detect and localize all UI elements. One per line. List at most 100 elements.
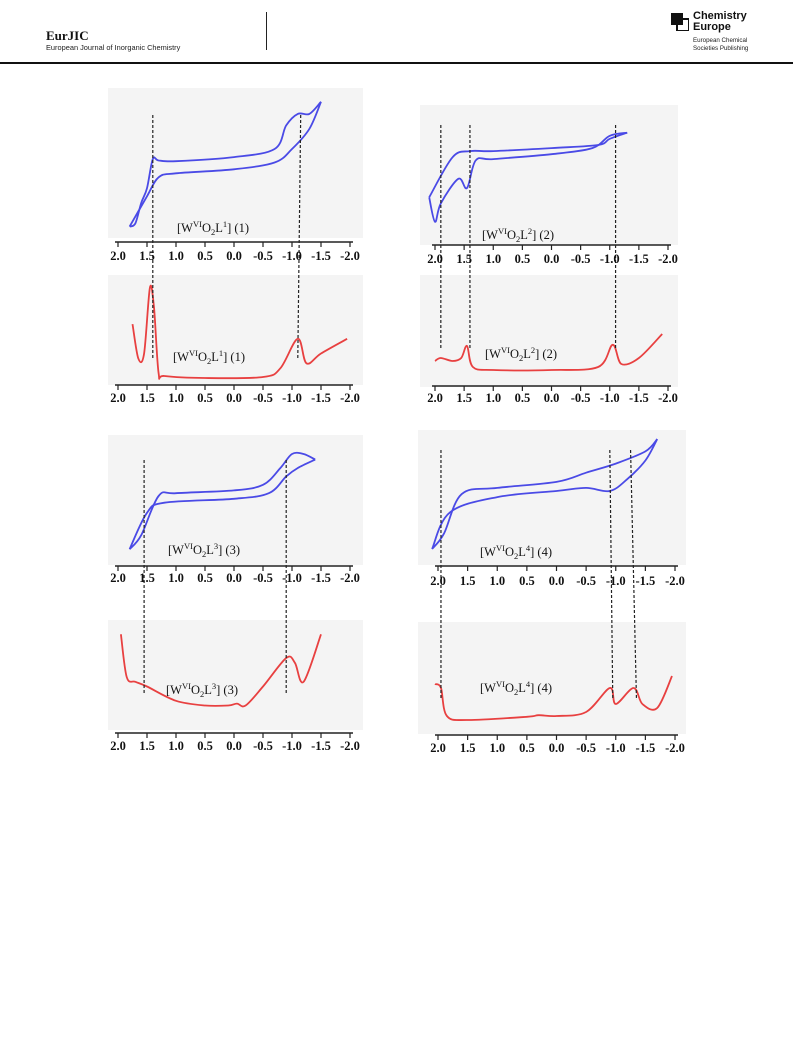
- dpv-tick-label: 2.0: [110, 391, 126, 405]
- dpv-tick-label: 1.0: [489, 741, 505, 755]
- dpv-tick-label: 2.0: [430, 741, 446, 755]
- cv-tick-label: -1.5: [635, 574, 655, 588]
- label-part: O: [193, 543, 202, 557]
- cv-tick-label: 0.0: [544, 252, 560, 266]
- label-part: [W: [177, 221, 193, 235]
- peak-guide-line: [629, 449, 638, 701]
- label-part: L: [215, 221, 223, 235]
- label-part: [W: [480, 681, 496, 695]
- journal-full-name: European Journal of Inorganic Chemistry: [46, 43, 181, 52]
- dpv-tick-label: 0.0: [549, 741, 565, 755]
- cv-tick-label: -0.5: [253, 571, 273, 585]
- dpv-tick-label: -1.5: [311, 739, 331, 753]
- cv-tick-label: -1.5: [311, 571, 331, 585]
- cv-tick-label: 1.5: [456, 252, 472, 266]
- page-header: EurJIC European Journal of Inorganic Che…: [0, 0, 793, 64]
- cv-trace-reverse: [128, 101, 322, 228]
- label-part: ] (4): [530, 681, 552, 695]
- label-part: O: [191, 683, 200, 697]
- cv-tick-label: -1.5: [629, 252, 649, 266]
- label-part: 2: [516, 234, 520, 244]
- cv-tick-label: 0.0: [226, 249, 242, 263]
- label-part: ] (3): [218, 543, 240, 557]
- cv-tick-label: 0.5: [197, 249, 213, 263]
- dpv-trace: [434, 675, 673, 721]
- label-part: [W: [485, 347, 501, 361]
- cv-tick-label: 0.0: [549, 574, 565, 588]
- cv-tick-label: 2.0: [430, 574, 446, 588]
- cv-tick-label: 1.0: [168, 571, 184, 585]
- cv-trace-forward: [129, 101, 322, 228]
- label-part: O: [510, 347, 519, 361]
- dpv-tick-label: 0.0: [226, 739, 242, 753]
- label-part: L: [518, 681, 526, 695]
- label-part: [W: [168, 543, 184, 557]
- label-part: L: [211, 350, 219, 364]
- label-part: [W: [480, 545, 496, 559]
- cv-tick-label: 1.0: [168, 249, 184, 263]
- label-part: VI: [184, 541, 193, 551]
- label-part: ] (2): [532, 228, 554, 242]
- dpv-tick-label: 1.5: [139, 391, 155, 405]
- compound-panel-1: [108, 88, 363, 385]
- dpv-tick-label: 1.5: [139, 739, 155, 753]
- cv-trace-forward: [431, 438, 658, 550]
- dpv-compound-label: [WVIO2L4] (4): [480, 679, 552, 697]
- cv-tick-label: -2.0: [665, 574, 685, 588]
- cv-plot-background: [420, 105, 678, 245]
- cv-tick-label: 2.0: [110, 249, 126, 263]
- label-part: 1: [219, 348, 223, 358]
- journal-abbreviation: EurJIC: [46, 28, 89, 43]
- chemistry-europe-logo-icon: [671, 13, 689, 31]
- cv-tick-label: 2.0: [427, 252, 443, 266]
- dpv-tick-label: 0.5: [515, 391, 531, 405]
- dpv-tick-label: -1.5: [629, 391, 649, 405]
- label-part: L: [523, 347, 531, 361]
- cv-trace-forward: [128, 451, 316, 550]
- label-part: [W: [166, 683, 182, 697]
- cv-tick-label: 0.5: [519, 574, 535, 588]
- label-part: VI: [496, 543, 505, 553]
- cv-tick-label: 0.5: [197, 571, 213, 585]
- label-part: VI: [189, 348, 198, 358]
- dpv-tick-label: -0.5: [253, 739, 273, 753]
- peak-guide-line: [609, 449, 614, 701]
- label-part: VI: [182, 681, 191, 691]
- dpv-trace: [120, 633, 322, 708]
- label-part: 2: [514, 551, 518, 561]
- label-part: 2: [207, 356, 211, 366]
- cv-tick-label: 0.5: [515, 252, 531, 266]
- cv-trace-reverse: [431, 438, 658, 550]
- label-part: 4: [526, 679, 531, 689]
- dpv-tick-label: 2.0: [427, 391, 443, 405]
- label-part: ] (1): [223, 350, 245, 364]
- label-part: 2: [211, 227, 215, 237]
- label-part: ] (3): [216, 683, 238, 697]
- cv-trace-reverse: [128, 458, 316, 550]
- label-part: [W: [173, 350, 189, 364]
- dpv-plot-background: [108, 275, 363, 385]
- dpv-tick-label: -1.0: [600, 391, 620, 405]
- publisher-name: Chemistry Europe: [693, 10, 747, 33]
- dpv-tick-label: -2.0: [658, 391, 678, 405]
- label-part: ] (2): [535, 347, 557, 361]
- label-part: 2: [519, 353, 523, 363]
- label-part: 2: [200, 689, 204, 699]
- cv-plot-background: [108, 435, 363, 565]
- cv-tick-label: -0.5: [253, 249, 273, 263]
- label-part: L: [204, 683, 212, 697]
- cv-tick-label: -0.5: [576, 574, 596, 588]
- label-part: 1: [223, 219, 227, 229]
- label-part: 4: [526, 543, 531, 553]
- dpv-tick-label: -0.5: [571, 391, 591, 405]
- dpv-tick-label: -1.0: [606, 741, 626, 755]
- cv-tick-label: -2.0: [340, 249, 360, 263]
- dpv-tick-label: -2.0: [340, 391, 360, 405]
- dpv-trace: [131, 284, 348, 380]
- dpv-tick-label: 1.5: [456, 391, 472, 405]
- label-part: L: [518, 545, 526, 559]
- cv-tick-label: -0.5: [571, 252, 591, 266]
- label-part: VI: [498, 226, 507, 236]
- dpv-tick-label: -2.0: [665, 741, 685, 755]
